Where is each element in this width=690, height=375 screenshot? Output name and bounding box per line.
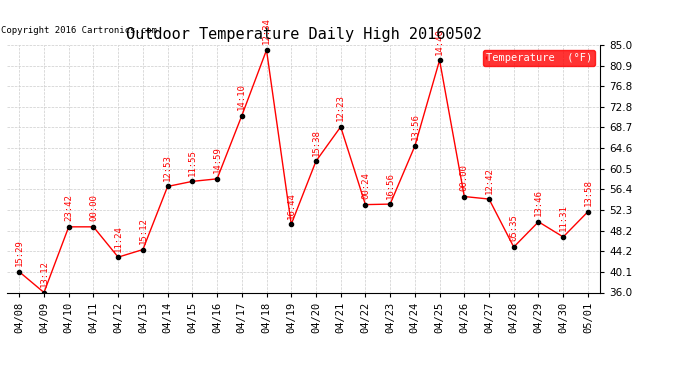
Text: 14:40: 14:40 — [435, 28, 444, 55]
Text: 14:10: 14:10 — [237, 83, 246, 110]
Text: 11:31: 11:31 — [559, 204, 568, 231]
Text: 13:56: 13:56 — [411, 114, 420, 141]
Text: 11:24: 11:24 — [114, 225, 123, 252]
Text: 13:58: 13:58 — [584, 179, 593, 206]
Text: 00:00: 00:00 — [460, 164, 469, 191]
Text: 15:29: 15:29 — [14, 239, 23, 266]
Text: 16:44: 16:44 — [287, 192, 296, 219]
Text: 00:24: 00:24 — [361, 172, 370, 199]
Text: 11:55: 11:55 — [188, 149, 197, 176]
Text: 05:35: 05:35 — [509, 214, 518, 242]
Text: 13:46: 13:46 — [534, 189, 543, 216]
Text: 15:38: 15:38 — [311, 129, 320, 156]
Text: 12:42: 12:42 — [484, 166, 493, 194]
Text: 00:00: 00:00 — [89, 194, 98, 221]
Text: 14:59: 14:59 — [213, 146, 221, 173]
Text: 16:56: 16:56 — [386, 172, 395, 198]
Text: 13:12: 13:12 — [39, 260, 48, 287]
Text: 12:23: 12:23 — [336, 94, 345, 121]
Title: Outdoor Temperature Daily High 20160502: Outdoor Temperature Daily High 20160502 — [126, 27, 482, 42]
Text: 12:53: 12:53 — [163, 154, 172, 181]
Legend: Temperature  (°F): Temperature (°F) — [482, 50, 595, 66]
Text: 12:34: 12:34 — [262, 18, 271, 45]
Text: Copyright 2016 Cartronics.com: Copyright 2016 Cartronics.com — [1, 26, 157, 35]
Text: 23:42: 23:42 — [64, 194, 73, 221]
Text: 15:12: 15:12 — [139, 217, 148, 244]
